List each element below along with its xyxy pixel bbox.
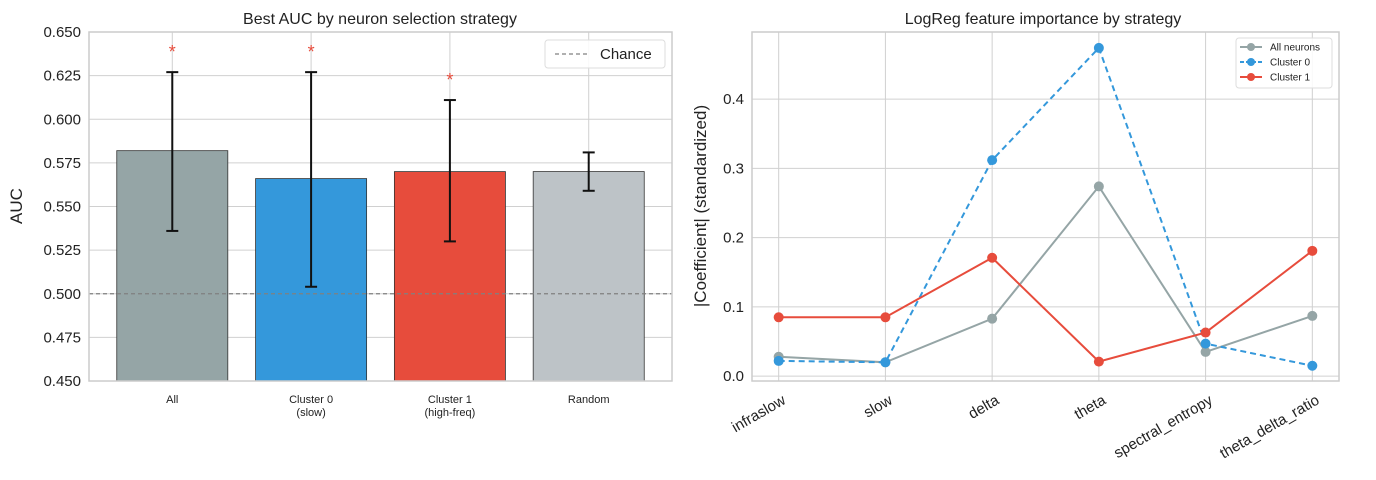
bar — [532, 171, 645, 382]
significance-star: * — [169, 42, 176, 62]
x-tick-label: All — [166, 394, 178, 406]
y-tick-label: 0.1 — [723, 299, 744, 316]
x-tick-label: infraslow — [729, 392, 789, 436]
x-tick-label: theta — [1071, 391, 1109, 423]
x-tick-label: slow — [861, 392, 896, 422]
legend-label-chance: Chance — [600, 46, 652, 63]
x-tick-label: (high-freq) — [425, 407, 476, 419]
left-chart-title: Best AUC by neuron selection strategy — [243, 11, 517, 28]
x-tick-label: Random — [568, 394, 610, 406]
data-point — [987, 313, 998, 324]
y-tick-label: 0.0 — [723, 368, 744, 385]
x-tick-label: delta — [965, 391, 1002, 422]
data-point — [1093, 356, 1104, 367]
x-tick-label: Cluster 0 — [289, 394, 333, 406]
x-tick-label: spectral_entropy — [1111, 391, 1216, 461]
data-point — [1093, 181, 1104, 192]
series-line — [778, 46, 1313, 367]
legend-marker — [1247, 58, 1255, 66]
legend-marker — [1247, 43, 1255, 51]
legend-label: All neurons — [1270, 43, 1320, 54]
legend-marker — [1247, 73, 1255, 81]
data-point — [1307, 310, 1318, 321]
y-tick-label: 0.4 — [723, 91, 744, 108]
left-y-axis-label: AUC — [7, 188, 26, 224]
significance-star: * — [446, 70, 453, 90]
y-tick-label: 0.575 — [43, 155, 81, 172]
axes-frame — [751, 31, 1340, 382]
y-tick-label: 0.625 — [43, 68, 81, 85]
data-point — [1200, 346, 1211, 357]
data-point — [1200, 338, 1211, 349]
data-point — [987, 155, 998, 166]
y-tick-label: 0.650 — [43, 24, 81, 41]
feature-importance-line-chart: LogReg feature importance by strategy |C… — [691, 11, 1340, 463]
y-tick-label: 0.450 — [43, 373, 81, 390]
legend-label: Cluster 1 — [1270, 73, 1310, 84]
y-tick-label: 0.475 — [43, 329, 81, 346]
data-point — [1307, 360, 1318, 371]
y-tick-label: 0.550 — [43, 199, 81, 216]
y-tick-label: 0.3 — [723, 160, 744, 177]
data-point — [880, 357, 891, 368]
right-chart-title: LogReg feature importance by strategy — [905, 11, 1182, 28]
x-tick-label: theta_delta_ratio — [1217, 392, 1322, 463]
x-tick-label: Cluster 1 — [428, 394, 472, 406]
legend-box — [1235, 37, 1333, 89]
auc-bar-chart: Best AUC by neuron selection strategy AU… — [7, 11, 673, 419]
series-line — [778, 250, 1313, 363]
data-point — [773, 312, 784, 323]
y-tick-label: 0.500 — [43, 286, 81, 303]
data-point — [1200, 327, 1211, 338]
y-tick-label: 0.2 — [723, 230, 744, 247]
series-line — [778, 184, 1313, 364]
legend-box — [544, 39, 666, 69]
y-tick-label: 0.525 — [43, 242, 81, 259]
data-point — [1307, 245, 1318, 256]
data-point — [987, 252, 998, 263]
significance-star: * — [308, 42, 315, 62]
y-tick-label: 0.600 — [43, 111, 81, 128]
data-point — [880, 312, 891, 323]
data-point — [1093, 42, 1104, 53]
axes-frame — [88, 31, 673, 382]
data-point — [773, 355, 784, 366]
right-y-axis-label: |Coefficient| (standardized) — [691, 105, 710, 307]
legend-label: Cluster 0 — [1270, 58, 1310, 69]
x-tick-label: (slow) — [296, 407, 325, 419]
